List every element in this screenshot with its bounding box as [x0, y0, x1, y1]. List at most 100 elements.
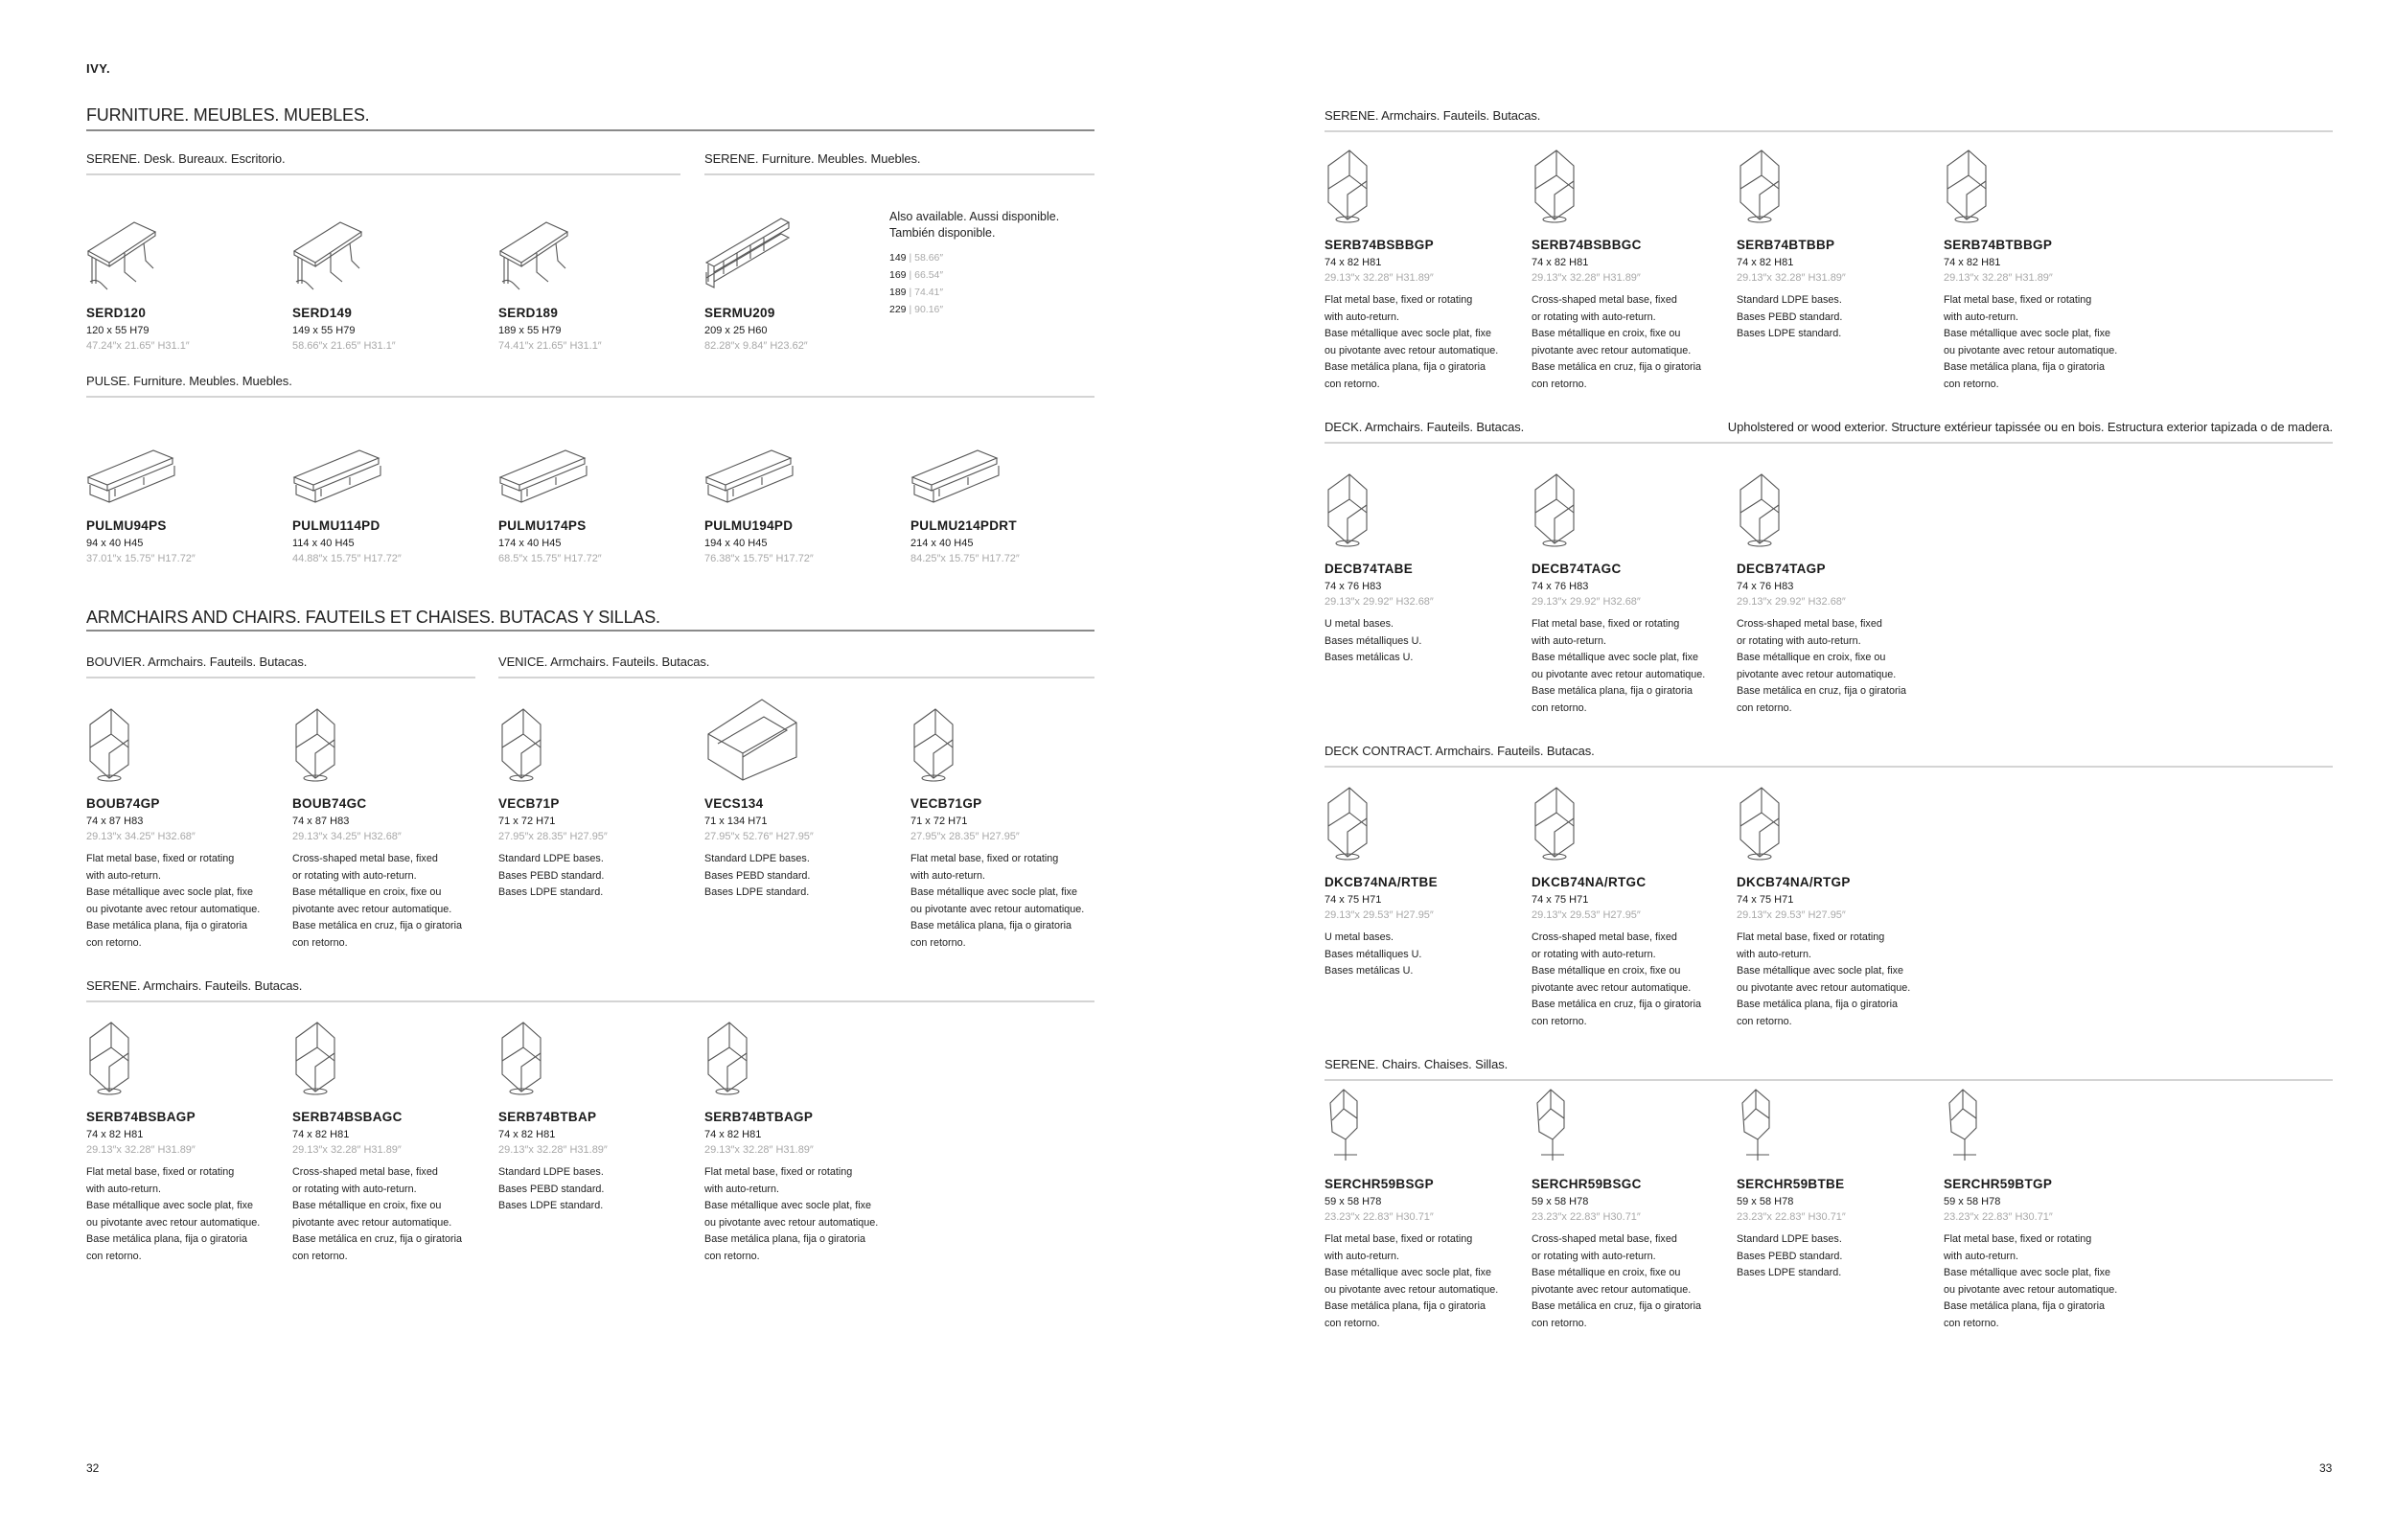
also-available-text-line: También disponible.	[889, 226, 996, 240]
description-line: Base métallique avec socle plat, fixe	[910, 886, 1078, 899]
heading-divider	[86, 129, 1094, 131]
product-card: PULMU174PS 174 x 40 H45 68.5″x 15.75″ H17.…	[498, 449, 695, 564]
description-line: Flat metal base, fixed or rotating	[86, 853, 235, 864]
armchair-icon	[1532, 471, 1599, 552]
product-dimensions-inch: 29.13″x 32.28″ H31.89″	[1325, 272, 1434, 284]
description-line: con retorno.	[1532, 378, 1587, 390]
product-dimensions-inch: 27.95″x 52.76″ H27.95″	[704, 831, 814, 842]
desk-icon	[86, 215, 173, 296]
product-card: PULMU214PDRT 214 x 40 H45 84.25″x 15.75″ H…	[910, 449, 1107, 564]
description-line: pivotante avec retour automatique.	[1737, 668, 1897, 680]
product-dimensions-cm: 74 x 82 H81	[1737, 257, 1794, 268]
description-line: with auto-return.	[1944, 310, 2019, 323]
description-line: con retorno.	[86, 936, 142, 949]
product-description: Standard LDPE bases. Bases PEBD standard.…	[1737, 292, 1933, 343]
product-dimensions-cm: 71 x 72 H71	[498, 816, 556, 827]
product-code: SERD149	[292, 306, 353, 320]
product-dimensions-inch: 27.95″x 28.35″ H27.95″	[910, 831, 1020, 842]
size-option: 189 | 74.41″	[889, 284, 1059, 301]
description-line: U metal bases.	[1325, 931, 1394, 943]
description-line: pivotante avec retour automatique.	[1532, 344, 1692, 356]
product-description: Standard LDPE bases. Bases PEBD standard.…	[1737, 1231, 1933, 1282]
section-label: DECK. Armchairs. Fauteils. Butacas.	[1325, 420, 1525, 434]
description-line: Base metálica en cruz, fija o giratoria	[1532, 361, 1702, 374]
section-divider	[1325, 1079, 2333, 1081]
desk-icon	[498, 215, 585, 296]
section-label: SERENE. Desk. Bureaux. Escritorio.	[86, 151, 286, 166]
description-line: Bases LDPE standard.	[1737, 1267, 1842, 1279]
product-dimensions-inch: 44.88″x 15.75″ H17.72″	[292, 553, 402, 564]
armchair-icon	[704, 1019, 772, 1100]
description-line: Base métallique avec socle plat, fixe	[1944, 1267, 2111, 1279]
description-line: Cross-shaped metal base, fixed	[292, 1166, 438, 1178]
section-label: SERENE. Furniture. Meubles. Muebles.	[704, 151, 921, 166]
product-code: SERB74BTBBP	[1737, 238, 1835, 252]
product-code: SERB74BSBAGP	[86, 1110, 196, 1124]
description-line: Bases PEBD standard.	[498, 1183, 605, 1195]
product-dimensions-inch: 84.25″x 15.75″ H17.72″	[910, 553, 1020, 564]
product-card: BOUB74GC 74 x 87 H83 29.13″x 34.25″ H32.68…	[292, 708, 489, 953]
product-dimensions-inch: 82.28″x 9.84″ H23.62″	[704, 340, 808, 352]
product-code: PULMU194PD	[704, 518, 794, 533]
product-code: PULMU114PD	[292, 518, 380, 533]
product-dimensions-inch: 29.13″x 29.53″ H27.95″	[1532, 909, 1641, 921]
product-dimensions-cm: 74 x 82 H81	[86, 1129, 144, 1140]
section-divider	[86, 396, 1094, 398]
armchair-icon	[1325, 784, 1392, 865]
product-card: SERB74BTBBP 74 x 82 H81 29.13″x 32.28″ H31…	[1737, 149, 1933, 343]
low-cabinet-icon	[498, 447, 604, 509]
product-dimensions-cm: 71 x 134 H71	[704, 816, 768, 827]
size-cm: 229	[889, 304, 907, 315]
product-code: DKCB74NA/RTGC	[1532, 875, 1647, 889]
description-line: pivotante avec retour automatique.	[1532, 981, 1692, 994]
description-line: Base metálica plana, fija o giratoria	[1737, 999, 1899, 1011]
description-line: Cross-shaped metal base, fixed	[1532, 1233, 1677, 1245]
product-card: SERB74BSBAGC 74 x 82 H81 29.13″x 32.28″ H3…	[292, 1022, 489, 1266]
description-line: with auto-return.	[1737, 948, 1812, 960]
section-divider	[704, 173, 1094, 175]
section-label: VENICE. Armchairs. Fauteils. Butacas.	[498, 655, 710, 669]
product-description: Standard LDPE bases. Bases PEBD standard.…	[704, 851, 901, 902]
product-code: VECS134	[704, 796, 764, 811]
product-card: SERB74BSBAGP 74 x 82 H81 29.13″x 32.28″ H3…	[86, 1022, 283, 1266]
armchair-icon	[1325, 471, 1392, 552]
product-description: Cross-shaped metal base, fixed or rotatin…	[1532, 1231, 1728, 1333]
product-dimensions-cm: 149 x 55 H79	[292, 325, 356, 336]
description-line: Cross-shaped metal base, fixed	[292, 853, 438, 864]
product-dimensions-inch: 29.13″x 34.25″ H32.68″	[86, 831, 196, 842]
product-dimensions-inch: 47.24″x 21.65″ H31.1″	[86, 340, 190, 352]
page-number-right: 33	[2319, 1461, 2333, 1475]
description-line: Base metálica plana, fija o giratoria	[910, 920, 1072, 932]
product-card: DKCB74NA/RTBE 74 x 75 H71 29.13″x 29.53″ H…	[1325, 787, 1521, 980]
product-code: SERB74BSBBGP	[1325, 238, 1434, 252]
product-card: DECB74TABE 74 x 76 H83 29.13″x 29.92″ H32.…	[1325, 473, 1521, 667]
product-code: SERB74BTBBGP	[1944, 238, 2053, 252]
product-code: DECB74TABE	[1325, 562, 1414, 576]
product-description: Cross-shaped metal base, fixed or rotatin…	[292, 1164, 489, 1266]
product-description: Flat metal base, fixed or rotating with a…	[86, 1164, 283, 1266]
armchair-icon	[1532, 784, 1599, 865]
product-dimensions-cm: 59 x 58 H78	[1737, 1196, 1794, 1207]
size-cm: 169	[889, 269, 907, 281]
also-available-text-line: Also available. Aussi disponible.	[889, 210, 1060, 223]
description-line: Base métallique en croix, fixe ou	[1532, 965, 1681, 977]
armchair-icon	[292, 705, 359, 787]
description-line: ou pivotante avec retour automatique.	[1944, 344, 2118, 356]
product-code: SERB74BSBAGC	[292, 1110, 403, 1124]
description-line: Base metálica plana, fija o giratoria	[1944, 1300, 2106, 1313]
armchair-icon	[1532, 147, 1599, 228]
product-code: DKCB74NA/RTGP	[1737, 875, 1851, 889]
description-line: Standard LDPE bases.	[1737, 1233, 1842, 1245]
description-line: Flat metal base, fixed or rotating	[1532, 618, 1680, 630]
product-code: DKCB74NA/RTBE	[1325, 875, 1438, 889]
product-card: DKCB74NA/RTGC 74 x 75 H71 29.13″x 29.53″ H…	[1532, 787, 1728, 1031]
product-dimensions-inch: 29.13″x 32.28″ H31.89″	[86, 1144, 196, 1156]
description-line: Bases PEBD standard.	[1737, 310, 1843, 323]
description-line: con retorno.	[1737, 701, 1792, 714]
size-inch: 58.66″	[914, 252, 944, 264]
product-dimensions-inch: 23.23″x 22.83″ H30.71″	[1325, 1211, 1434, 1223]
description-line: pivotante avec retour automatique.	[292, 903, 452, 915]
description-line: con retorno.	[1944, 378, 1999, 390]
description-line: Base métallique avec socle plat, fixe	[1532, 652, 1699, 664]
description-line: Bases métalliques U.	[1325, 948, 1422, 960]
